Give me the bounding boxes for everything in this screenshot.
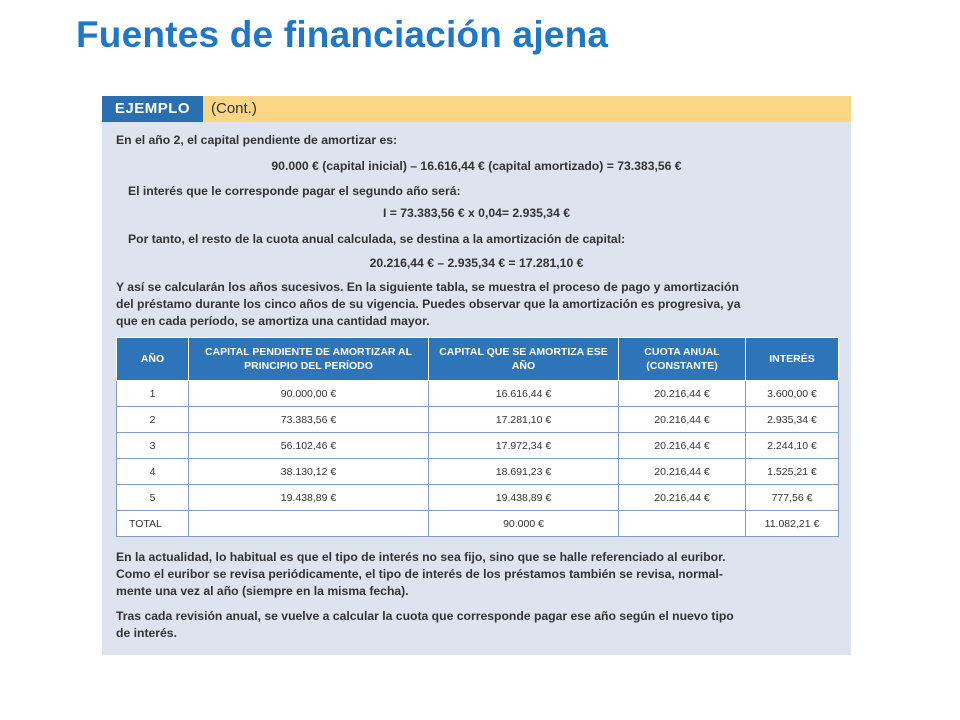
slide-title: Fuentes de financiación ajena (76, 14, 609, 55)
text-line: mente una vez al año (siempre en la mism… (116, 584, 409, 598)
example-cont-label: (Cont.) (211, 100, 257, 117)
table-row: 3 56.102,46 € 17.972,34 € 20.216,44 € 2.… (116, 432, 839, 459)
cell-year: 4 (116, 458, 189, 485)
cell-amortized-capital: 19.438,89 € (428, 484, 619, 511)
cell-year: 2 (116, 406, 189, 433)
cell-total-label: TOTAL (116, 510, 189, 537)
cell-pending-capital: 38.130,12 € (188, 458, 429, 485)
table-row: 2 73.383,56 € 17.281,10 € 20.216,44 € 2.… (116, 406, 839, 433)
text-line: En la actualidad, lo habitual es que el … (116, 550, 726, 564)
formula-line: I = 73.383,56 € x 0,04= 2.935,34 € (382, 206, 571, 220)
table-row: 1 90.000,00 € 16.616,44 € 20.216,44 € 3.… (116, 380, 839, 407)
table-row: 5 19.438,89 € 19.438,89 € 20.216,44 € 77… (116, 484, 839, 511)
text-line: Por tanto, el resto de la cuota anual ca… (128, 232, 626, 246)
cell-interest: 777,56 € (745, 484, 839, 511)
cell-interest: 2.935,34 € (745, 406, 839, 433)
cell-interest: 1.525,21 € (745, 458, 839, 485)
cell-annual-payment: 20.216,44 € (618, 458, 746, 485)
cell-annual-payment: 20.216,44 € (618, 380, 746, 407)
cell-amortized-capital: 17.281,10 € (428, 406, 619, 433)
example-header-band: EJEMPLO (Cont.) (102, 96, 851, 122)
amortization-table: AÑO CAPITAL PENDIENTE DE AMORTIZAR AL PR… (116, 337, 839, 537)
table-row: 4 38.130,12 € 18.691,23 € 20.216,44 € 1.… (116, 458, 839, 485)
example-card: EJEMPLO (Cont.) En el año 2, el capital … (102, 96, 851, 655)
table-header-row: AÑO CAPITAL PENDIENTE DE AMORTIZAR AL PR… (116, 337, 839, 381)
cell-annual-payment: 20.216,44 € (618, 432, 746, 459)
column-header-interest: INTERÉS (745, 337, 839, 381)
formula-line: 20.216,44 € – 2.935,34 € = 17.281,10 € (369, 256, 584, 270)
text-line: del préstamo durante los cinco años de s… (116, 297, 741, 311)
cell-year: 3 (116, 432, 189, 459)
text-line: En el año 2, el capital pendiente de amo… (116, 133, 398, 147)
cell-amortized-capital: 16.616,44 € (428, 380, 619, 407)
cell-amortized-capital: 17.972,34 € (428, 432, 619, 459)
column-header-amortized-capital: CAPITAL QUE SE AMORTIZA ESE AÑO (428, 337, 619, 381)
cell-total-pending-capital (188, 510, 429, 537)
formula-line: 90.000 € (capital inicial) – 16.616,44 €… (271, 159, 682, 173)
cell-pending-capital: 19.438,89 € (188, 484, 429, 511)
text-line: El interés que le corresponde pagar el s… (128, 184, 461, 198)
text-line: que en cada período, se amortiza una can… (116, 314, 430, 328)
text-line: Como el euribor se revisa periódicamente… (116, 567, 723, 581)
table-total-row: TOTAL 90.000 € 11.082,21 € (116, 510, 839, 537)
text-line: Y así se calcularán los años sucesivos. … (116, 280, 739, 294)
cell-annual-payment: 20.216,44 € (618, 484, 746, 511)
column-header-annual-payment: CUOTA ANUAL (CONSTANTE) (618, 337, 746, 381)
cell-annual-payment: 20.216,44 € (618, 406, 746, 433)
text-line: Tras cada revisión anual, se vuelve a ca… (116, 609, 734, 623)
cell-pending-capital: 56.102,46 € (188, 432, 429, 459)
cell-amortized-capital: 18.691,23 € (428, 458, 619, 485)
column-header-pending-capital: CAPITAL PENDIENTE DE AMORTIZAR AL PRINCI… (188, 337, 429, 381)
example-tag: EJEMPLO (102, 96, 203, 122)
cell-interest: 3.600,00 € (745, 380, 839, 407)
text-line: de interés. (116, 626, 177, 640)
cell-pending-capital: 73.383,56 € (188, 406, 429, 433)
cell-total-annual-payment (618, 510, 746, 537)
cell-total-interest: 11.082,21 € (745, 510, 839, 537)
column-header-year: AÑO (116, 337, 189, 381)
cell-interest: 2.244,10 € (745, 432, 839, 459)
cell-pending-capital: 90.000,00 € (188, 380, 429, 407)
cell-year: 1 (116, 380, 189, 407)
cell-total-amortized-capital: 90.000 € (428, 510, 619, 537)
cell-year: 5 (116, 484, 189, 511)
